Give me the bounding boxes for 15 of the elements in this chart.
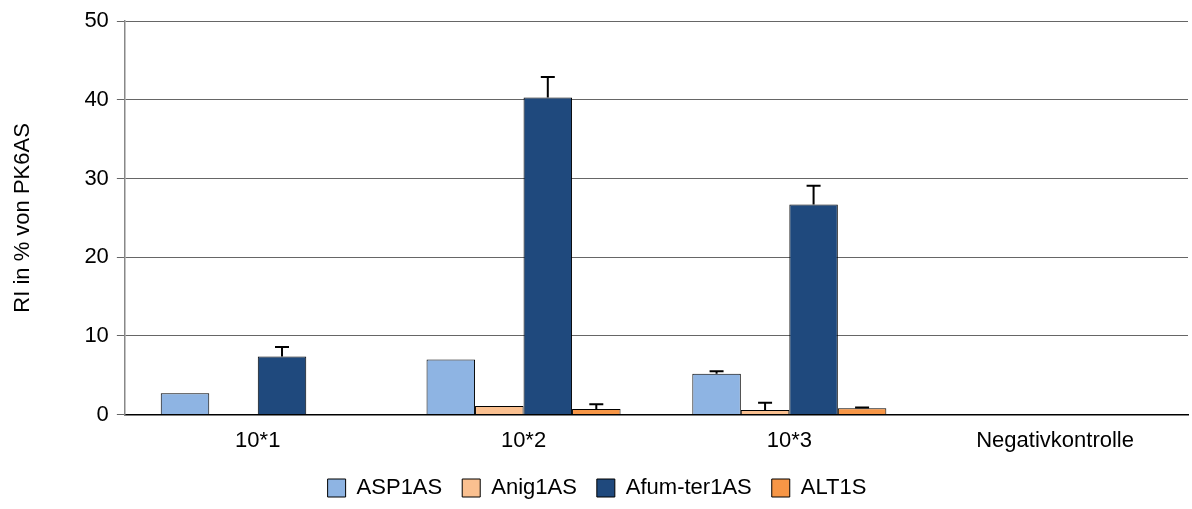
y-tick-label: 10 bbox=[84, 321, 109, 347]
x-tick-label: 10*2 bbox=[500, 426, 547, 452]
legend-label: ASP1AS bbox=[356, 474, 443, 500]
y-tick-label: 30 bbox=[84, 164, 109, 190]
legend-label: Anig1AS bbox=[491, 474, 577, 500]
legend-label: Afum-ter1AS bbox=[625, 474, 752, 500]
x-tick-label: 10*3 bbox=[766, 426, 812, 452]
y-axis-title: RI in % von PK6AS bbox=[9, 123, 35, 313]
y-tick-label: 50 bbox=[84, 7, 109, 33]
x-tick-label: 10*1 bbox=[235, 426, 281, 452]
y-tick-label: 40 bbox=[84, 85, 109, 111]
y-tick-label: 20 bbox=[84, 243, 109, 269]
x-tick-label: Negativkontrolle bbox=[976, 426, 1134, 452]
y-tick-label: 0 bbox=[96, 400, 109, 426]
legend-label: ALT1S bbox=[800, 474, 867, 500]
